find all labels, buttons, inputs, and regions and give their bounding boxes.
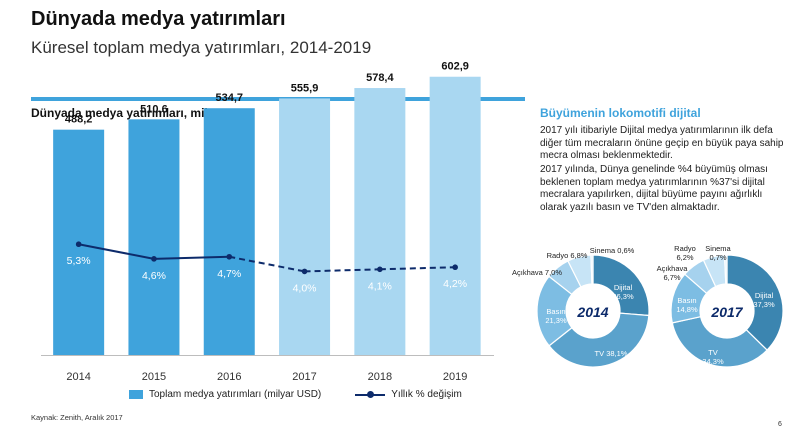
donut-slice-value: 6,7% [663, 273, 680, 282]
side-paragraph-1: 2017 yılı itibariyle Dijital medya yatır… [540, 125, 784, 161]
donut-slice-name: TV [708, 348, 718, 357]
page-number: 6 [778, 421, 782, 428]
legend-line-label: Yıllık % değişim [391, 389, 462, 400]
donut-2017-slice-Sinema [723, 254, 728, 285]
donut-slice-value: 6,2% [676, 253, 693, 262]
donut-slice-value: 34,3% [702, 357, 724, 366]
donut-slice-value: 26,3% [612, 292, 634, 301]
line-value-label: 4,0% [293, 282, 317, 294]
x-tick-label: 2019 [443, 371, 467, 383]
donut-slice-value: 0,7% [709, 253, 726, 262]
legend-line-swatch [355, 390, 386, 400]
donut-slice-value: 37,3% [753, 300, 775, 309]
line-value-label: 5,3% [67, 255, 91, 267]
donut-center-year: 2014 [576, 304, 608, 320]
line-segment [78, 243, 155, 260]
donut-slice-name: Sinema [705, 244, 731, 253]
donut-2014-slice-TV [548, 312, 650, 368]
bar-value-label: 578,4 [366, 72, 394, 84]
legend-bar-label: Toplam medya yatırımları (milyar USD) [149, 389, 322, 400]
page-subtitle: Küresel toplam medya yatırımları, 2014-2… [31, 38, 372, 57]
line-value-label: 4,2% [443, 278, 467, 290]
line-point-2019 [452, 264, 458, 271]
line-point-2015 [151, 256, 157, 262]
line-point-2016 [226, 253, 233, 260]
line-segment [229, 255, 305, 273]
source-note: Kaynak: Zenith, Aralık 2017 [31, 413, 123, 422]
bar-2018 [354, 88, 406, 356]
donut-slice-name: Radyo [674, 244, 696, 253]
donut-slice-name: Açıkhava [657, 264, 689, 273]
bar-value-label: 555,9 [291, 82, 319, 94]
donut-2014-slice-Sinema [590, 254, 594, 285]
bar-2017 [279, 98, 331, 355]
side-paragraph-2: 2017 yılında, Dünya genelinde %4 büyümüş… [540, 164, 768, 213]
donut-slice-label: Sinema 0,6% [590, 246, 635, 255]
donut-2017-slice-Dijital [726, 254, 784, 351]
x-tick-label: 2016 [217, 371, 241, 383]
bar-2015 [128, 119, 180, 355]
x-tick-label: 2018 [368, 371, 392, 383]
donut-center-year: 2017 [710, 304, 743, 320]
bar-value-label: 602,9 [441, 61, 469, 73]
page-title: Dünyada medya yatırımları [31, 8, 286, 30]
line-segment [379, 266, 456, 271]
donut-2017-slice-TV [671, 316, 768, 368]
accent-divider [31, 97, 525, 101]
donut-slice-value: 21,3% [545, 316, 567, 325]
donut-slice-name: Dijital [614, 283, 633, 292]
x-tick-label: 2017 [292, 371, 316, 383]
line-segment [153, 255, 230, 260]
line-value-label: 4,1% [368, 280, 392, 292]
legend-bar-swatch [129, 390, 143, 399]
donut-slice-label: Açıkhava 7,0% [512, 268, 562, 277]
chart-legend: Toplam medya yatırımları (milyar USD) Yı… [129, 389, 462, 400]
donut-slice-name: Basın [546, 307, 565, 316]
line-value-label: 4,7% [217, 268, 241, 280]
donut-slice-value: 14,8% [676, 305, 698, 314]
bar-value-label: 510,6 [140, 103, 168, 115]
line-segment [304, 268, 380, 273]
side-heading: Büyümenin lokomotifi dijital [540, 106, 701, 120]
x-tick-label: 2014 [66, 371, 90, 383]
bar-2019 [429, 76, 481, 355]
line-point-2018 [377, 266, 383, 273]
line-value-label: 4,6% [142, 270, 166, 282]
line-point-2017 [301, 268, 308, 275]
donut-slice-name: Dijital [755, 291, 774, 300]
x-tick-label: 2015 [142, 371, 166, 383]
donut-slice-label: TV 38,1% [595, 349, 628, 358]
bar-2016 [203, 108, 255, 355]
bar-value-label: 488,2 [65, 114, 93, 126]
donut-slice-name: Basın [677, 296, 696, 305]
line-point-2014 [75, 241, 82, 248]
bar-chart-title: Dünyada medya yatırımları, milyar USD [31, 106, 255, 120]
bar-value-label: 534,7 [215, 92, 243, 104]
donut-slice-label: Radyo 6,8% [547, 251, 588, 260]
